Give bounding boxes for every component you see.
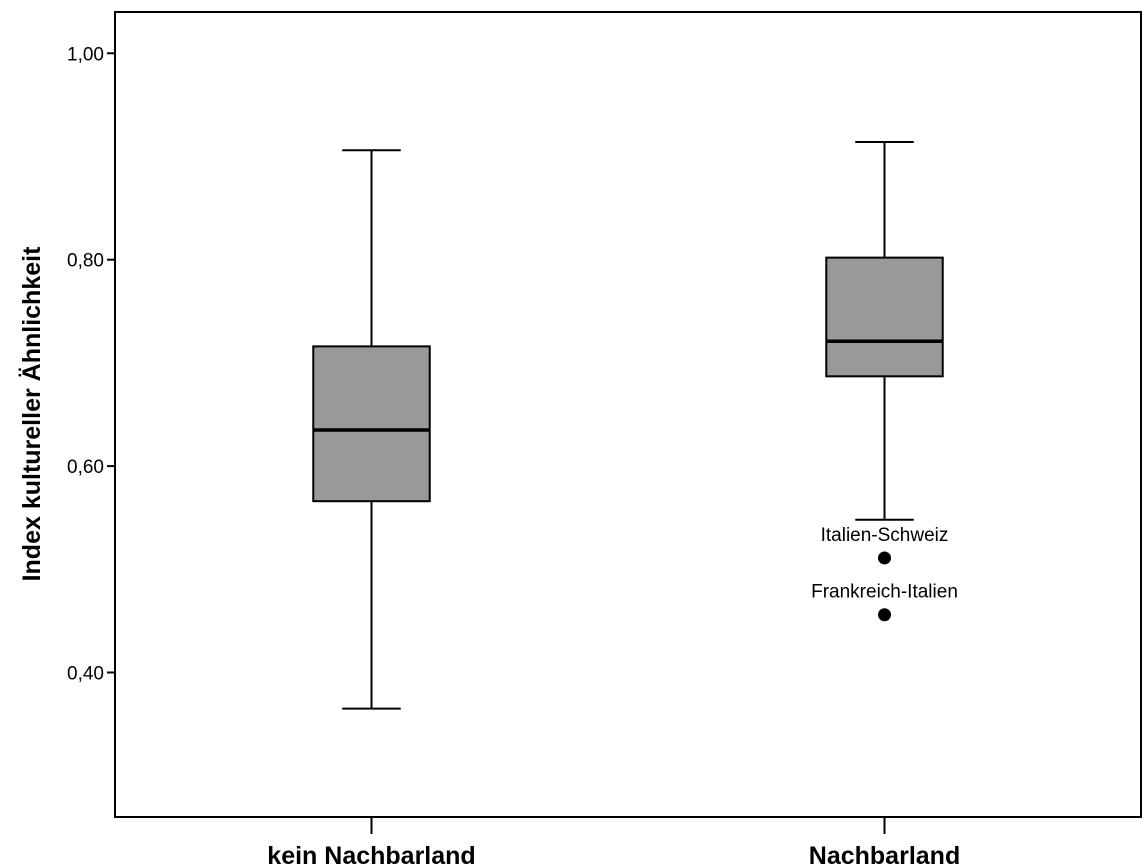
boxes: Italien-Schweiz Frankreich-Italien: [312, 141, 958, 710]
plot-frame: [114, 11, 1142, 818]
outlier-label: Frankreich-Italien: [811, 582, 958, 603]
y-tick-label: 0,80: [67, 251, 104, 272]
x-axis: kein Nachbarland Nachbarland: [267, 817, 960, 868]
y-tick-label: 1,00: [67, 44, 104, 65]
box-group: [312, 149, 431, 710]
iqr-box: [312, 345, 431, 503]
iqr-box: [825, 256, 944, 378]
outlier-point: [878, 608, 891, 622]
y-tick-label: 0,40: [67, 664, 104, 685]
outlier-point: [878, 551, 891, 565]
y-tick-label: 0,60: [67, 457, 104, 478]
x-category-label: kein Nachbarland: [267, 842, 475, 868]
y-axis-title: Index kultureller Ähnlichkeit: [18, 246, 46, 581]
x-category-label: Nachbarland: [809, 842, 960, 868]
box-group: Italien-Schweiz Frankreich-Italien: [811, 141, 958, 622]
y-axis: 0,40 0,60 0,80 1,00: [67, 44, 115, 685]
outlier-label: Italien-Schweiz: [821, 525, 949, 546]
